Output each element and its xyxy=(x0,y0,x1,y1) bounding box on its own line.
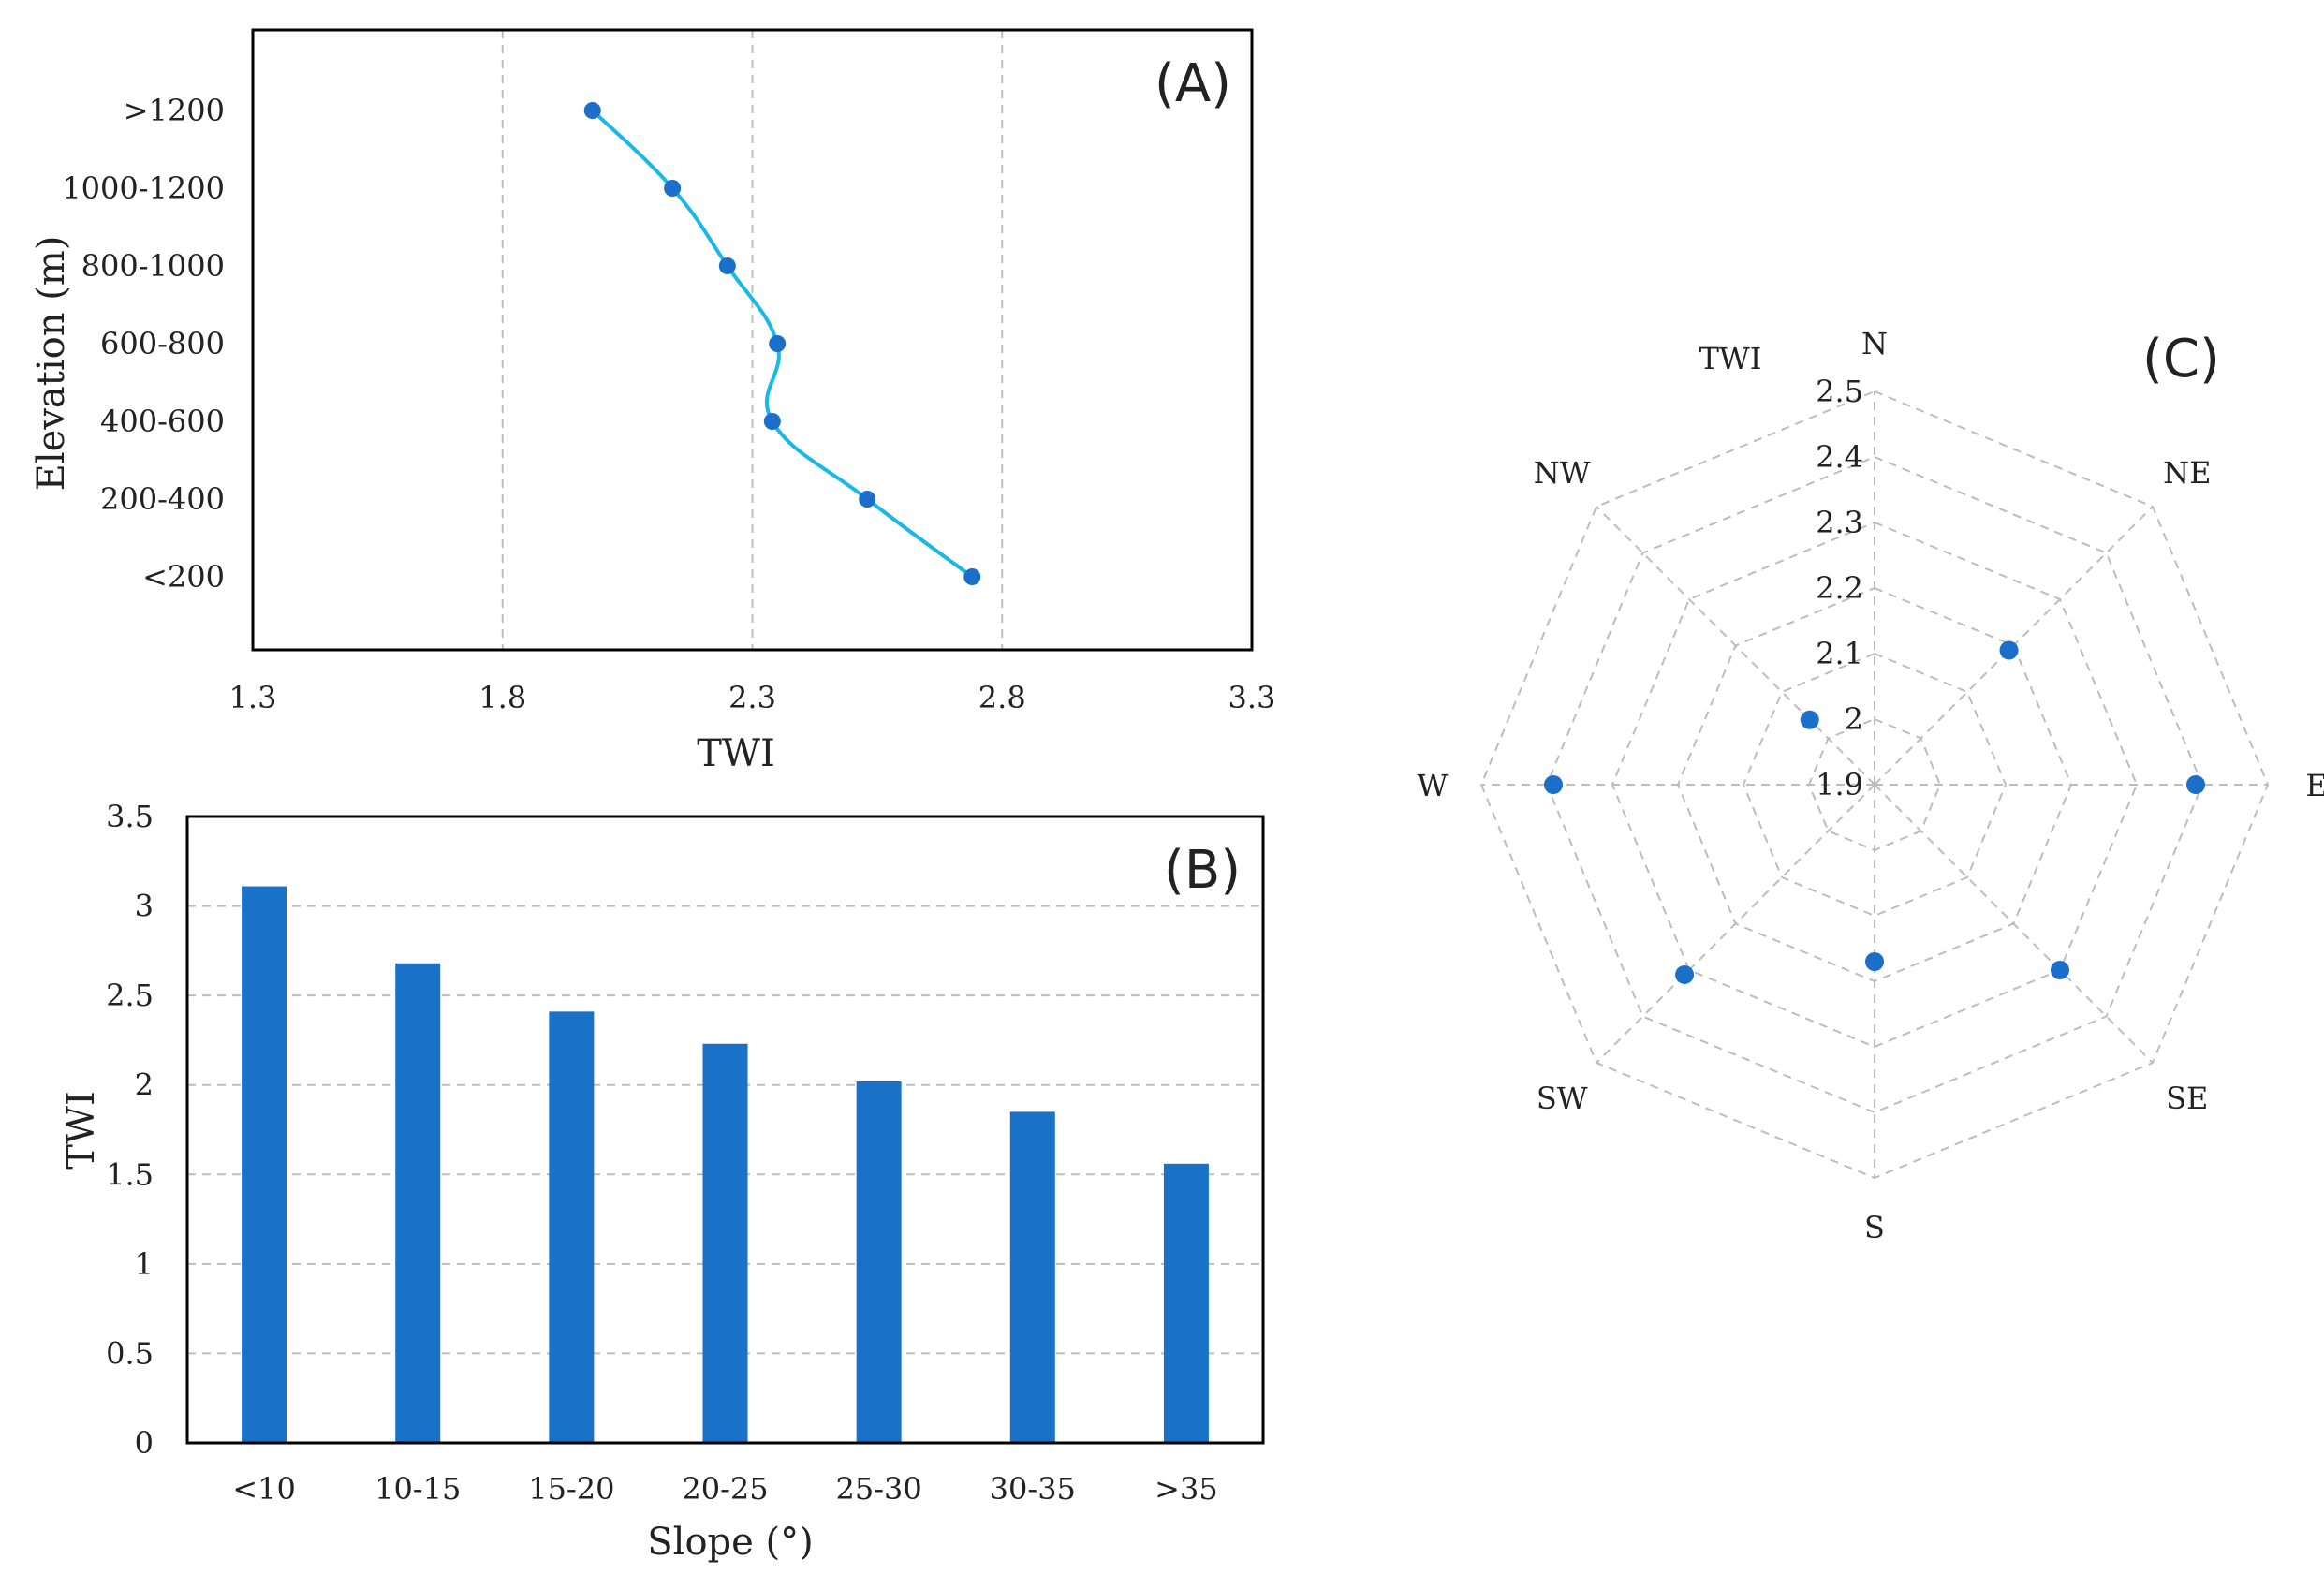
panel-b-y-tick: 2 xyxy=(135,1067,154,1103)
panel-a-x-tick: 3.3 xyxy=(1228,680,1276,715)
panel-b-y-tick: 3.5 xyxy=(106,799,154,834)
panel-b-x-tick-30-35: 30-35 xyxy=(990,1471,1076,1507)
panel-c-point-ne xyxy=(1999,640,2019,660)
panel-c-point-sw xyxy=(1675,964,1695,984)
panel-b-y-axis-label: TWI xyxy=(60,1091,103,1170)
panel-c-point-w xyxy=(1544,775,1563,794)
panel-a-elevation-chart: <200 200-400 400-600 600-800 800-1000 1000-12… xyxy=(30,28,1276,775)
panel-a-x-tick: 1.3 xyxy=(229,680,277,715)
panel-b-bar-30-35 xyxy=(1009,1111,1055,1443)
panel-c-direction-nw: NW xyxy=(1534,455,1591,491)
panel-a-point-lt200 xyxy=(963,568,981,585)
panel-a-x-tick: 2.3 xyxy=(728,680,776,715)
panel-b-bar-10-15 xyxy=(395,963,441,1443)
panel-c-spoke xyxy=(1874,784,2154,1064)
panel-c-point-e xyxy=(2186,775,2205,794)
panel-a-point-1000-1200 xyxy=(664,180,682,197)
panel-a-x-tick: 1.8 xyxy=(478,680,526,715)
panel-a-y-axis-label: Elevation (m) xyxy=(30,236,73,492)
panel-c-point-se xyxy=(2050,960,2069,979)
panel-b-y-tick: 1 xyxy=(135,1246,154,1282)
panel-b-bar-25-30 xyxy=(856,1081,902,1443)
panel-c-r-tick: 2.3 xyxy=(1816,505,1863,540)
panel-a-y-tick-600-800: 600-800 xyxy=(100,326,225,361)
panel-c-direction-s: S xyxy=(1864,1210,1885,1245)
panel-b-y-tick: 0.5 xyxy=(106,1335,154,1371)
panel-b-y-tick: 0 xyxy=(135,1425,154,1461)
panel-c-ring xyxy=(1545,455,2204,1114)
panel-b-y-tick: 3 xyxy=(135,889,154,924)
panel-a-y-tick-1000-1200: 1000-1200 xyxy=(62,170,225,206)
panel-b-x-tick-lt10: <10 xyxy=(232,1471,296,1507)
panel-c-direction-n: N xyxy=(1861,326,1888,361)
panel-c-r-tick: 1.9 xyxy=(1816,767,1863,802)
panel-a-x-axis-label: TWI xyxy=(697,732,775,775)
panel-a-point-800-1000 xyxy=(718,257,736,274)
panel-b-x-tick-10-15: 10-15 xyxy=(375,1471,461,1507)
panel-b-x-tick-15-20: 15-20 xyxy=(528,1471,614,1507)
panel-c-direction-sw: SW xyxy=(1537,1081,1588,1116)
panel-c-r-tick: 2.1 xyxy=(1816,636,1863,671)
panel-b-bar-20-25 xyxy=(702,1043,748,1443)
panel-a-y-tick-lt200: <200 xyxy=(142,559,225,595)
panel-a-y-tick-800-1000: 800-1000 xyxy=(81,248,225,284)
panel-c-label: (C) xyxy=(2142,329,2220,390)
panel-c-axis-title: TWI xyxy=(1699,341,1762,376)
panel-a-y-tick-400-600: 400-600 xyxy=(100,404,225,439)
panel-c-spoke xyxy=(1596,506,1875,786)
panel-a-y-tick-gt1200: >1200 xyxy=(124,93,225,128)
panel-b-slope-bar-chart: 0 0.5 1 1.5 2 2.5 3 3.5 <10 10-15 15-20 20-25 25-30… xyxy=(60,799,1265,1564)
panel-b-y-tick: 2.5 xyxy=(106,978,154,1013)
panel-c-direction-e: E xyxy=(2305,768,2324,803)
panel-c-r-tick: 2.2 xyxy=(1816,570,1863,606)
panel-c-r-tick: 2 xyxy=(1845,701,1863,737)
panel-c-point-nw xyxy=(1800,710,1819,729)
panel-a-point-200-400 xyxy=(859,491,876,508)
panel-c-direction-w: W xyxy=(1418,768,1449,803)
panel-b-bar-lt10 xyxy=(242,886,287,1443)
panel-a-label: (A) xyxy=(1155,53,1231,114)
panel-b-x-tick-gt35: >35 xyxy=(1155,1471,1218,1507)
panel-b-label: (B) xyxy=(1164,840,1241,901)
panel-b-y-tick: 1.5 xyxy=(106,1156,154,1192)
panel-a-point-400-600 xyxy=(763,413,781,430)
panel-b-x-tick-20-25: 20-25 xyxy=(682,1471,768,1507)
panel-c-aspect-radar-chart: 1.9 2 2.1 2.2 2.3 2.4 2.5 N NE E SE S SW W NW TWI (C) xyxy=(1418,326,2324,1245)
panel-c-direction-se: SE xyxy=(2166,1081,2208,1116)
panel-b-x-axis-label: Slope (°) xyxy=(647,1521,813,1564)
panel-a-y-tick-200-400: 200-400 xyxy=(100,481,225,517)
panel-b-bar-15-20 xyxy=(549,1011,595,1443)
panel-a-x-tick: 2.8 xyxy=(978,680,1026,715)
panel-c-r-tick: 2.5 xyxy=(1816,374,1863,409)
panel-a-frame xyxy=(251,28,1254,652)
panel-c-spoke xyxy=(1596,784,1875,1064)
panel-b-x-tick-25-30: 25-30 xyxy=(836,1471,922,1507)
panel-a-point-gt1200 xyxy=(583,102,601,119)
panel-c-point-s xyxy=(1865,952,1884,971)
panel-c-r-tick: 2.4 xyxy=(1816,439,1863,475)
panel-a-point-600-800 xyxy=(769,335,787,352)
panel-b-frame xyxy=(185,815,1265,1445)
panel-c-ring xyxy=(1611,521,2139,1049)
panel-b-bar-gt35 xyxy=(1163,1163,1209,1443)
panel-c-direction-ne: NE xyxy=(2163,455,2211,491)
